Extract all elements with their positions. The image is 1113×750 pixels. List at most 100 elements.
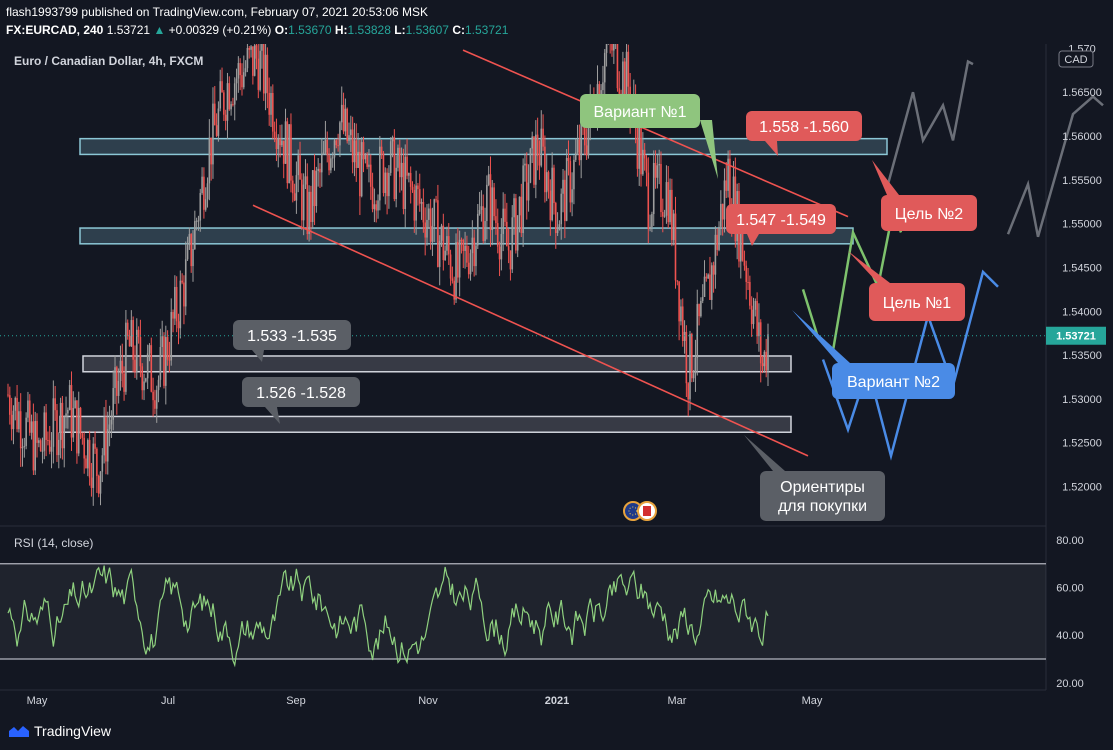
candle-body [268,92,270,115]
candle-body [233,83,236,105]
annotation-callout[interactable]: Ориентиры для покупки [744,435,885,521]
currency-badge [1058,50,1094,68]
candle-body [642,149,644,175]
candle-body [460,239,463,241]
candle-body [168,359,171,361]
price-change: +0.00329 (+0.21%) [168,23,272,37]
candle-body [524,163,526,166]
candle-body [351,129,354,163]
candle-body [266,54,269,93]
candle-body [257,58,260,90]
candle-body [745,265,748,282]
candle-body [752,309,755,325]
candle-body [636,127,639,169]
candle-body [242,72,245,88]
candle-body [538,155,541,166]
candle-body [669,189,671,223]
candle-body [344,108,347,132]
candle-body [212,103,214,165]
candle-body [602,82,604,91]
candle-body [232,104,234,106]
candle-body [57,439,60,456]
candle-body [426,219,428,238]
rsi-panel: 20.00 40.00 60.00 80.00 [0,535,1084,690]
annotation-callout[interactable]: Цель №2 [872,160,977,231]
candle-body [658,163,660,166]
candle-body [310,191,312,222]
candle-body [70,385,73,438]
candle-body [562,179,564,194]
time-tick-label: Sep [286,695,306,707]
candle-body [491,187,494,231]
candle-body [87,440,89,469]
annotation-callout[interactable]: 1.547 -1.549 [726,204,836,246]
candle-body [311,170,314,222]
annotation-callout[interactable]: Цель №1 [848,251,965,321]
candle-body [14,397,17,411]
candle-body [197,220,200,222]
candle-body [43,412,46,451]
candle-body [478,210,481,214]
candle-body [444,250,446,261]
candle-body [506,221,508,247]
callout-text-line2: для покупки [778,498,867,515]
candle-body [355,140,358,168]
candle-body [59,402,62,440]
candle-body [125,322,127,392]
candle-body [39,440,42,451]
candle-body [384,172,387,194]
annotation-callout[interactable]: 1.558 -1.560 [746,111,862,156]
callout-box [726,204,836,234]
candle-body [335,140,338,146]
candle-body [509,250,512,270]
candle-body [660,163,662,213]
candle-body [382,153,385,194]
annotation-callout[interactable]: Вариант №2 [792,310,955,399]
annotations[interactable]: Вариант №1 1.558 -1.560 Цель №2 1.547 -1.54… [233,94,977,521]
candle-body [564,179,566,221]
candle-body [536,134,539,156]
candle-body [36,420,38,443]
candle-body [578,139,581,161]
candle-body [157,379,160,391]
callout-tail [848,251,890,283]
candle-body [128,335,131,347]
high-label: H: [334,23,348,37]
last-price: 1.53721 [106,23,151,37]
candle-body [81,433,84,438]
candle-body [489,174,492,231]
candle-body [449,254,452,279]
candle-body [74,400,76,408]
candle-body [219,81,222,109]
annotation-callout[interactable]: 1.526 -1.528 [242,377,360,424]
candle-body [651,214,653,227]
candle-body [437,200,439,267]
candle-body [709,274,711,300]
trading-chart[interactable]: 20.00 40.00 60.00 80.00 1.52000 1.52500 1.530… [0,44,1113,718]
annotation-callout[interactable]: 1.533 -1.535 [233,320,351,362]
candle-body [409,173,412,187]
annotation-callout[interactable]: Вариант №1 [580,94,718,179]
candle-body [727,158,729,191]
candle-body [130,320,133,347]
candle-body [500,233,503,260]
candle-body [458,239,461,278]
tradingview-logo-icon[interactable] [8,724,30,738]
candle-body [163,336,165,386]
candle-body [705,276,708,279]
candle-body [148,345,151,354]
symbol-name[interactable]: FX:EURCAD, 240 [6,23,104,37]
currency-flags-icon[interactable] [623,501,657,521]
candle-body [495,216,497,224]
candle-body [710,265,713,300]
candle-body [369,164,372,187]
candle-body [110,419,113,425]
candle-body [324,140,327,153]
tradingview-logo-text[interactable]: TradingView [34,723,112,739]
trend-lines[interactable] [252,49,849,457]
candle-body [598,84,601,104]
candle-body [689,333,691,400]
candle-body [703,276,706,297]
candle-body [9,395,11,415]
price-tick-label: 1.53500 [1062,350,1102,362]
